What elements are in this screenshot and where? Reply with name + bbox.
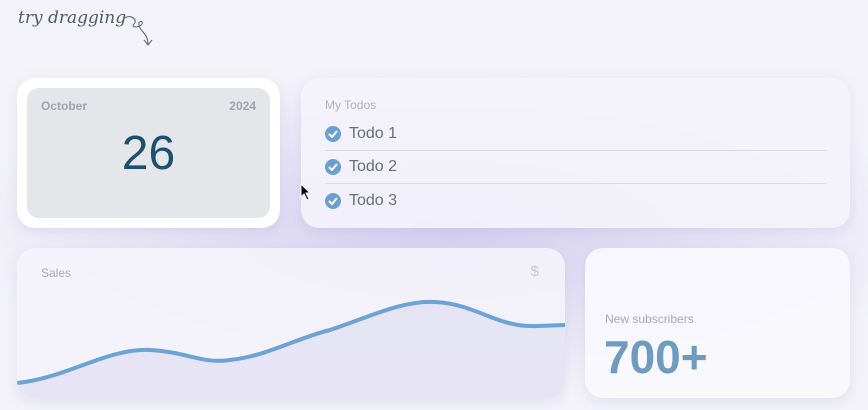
- calendar-year: 2024: [229, 99, 256, 113]
- todo-label: Todo 2: [349, 158, 398, 175]
- subscribers-value: 700+: [604, 331, 708, 383]
- calendar-day: 26: [121, 127, 176, 180]
- try-dragging-hint: try dragging: [18, 8, 127, 28]
- sales-widget[interactable]: Sales $: [17, 248, 565, 398]
- todos-widget[interactable]: My Todos Todo 1 Todo 2 Todo 3: [301, 78, 850, 228]
- todo-label: Todo 3: [349, 191, 398, 209]
- calendar-month: October: [41, 99, 88, 113]
- sales-line: [17, 299, 565, 385]
- check-circle-icon[interactable]: [325, 159, 341, 175]
- subscribers-widget[interactable]: New subscribers 700+: [585, 248, 850, 398]
- check-circle-icon[interactable]: [325, 126, 341, 142]
- check-circle-icon[interactable]: [325, 192, 341, 209]
- todos-title: My Todos: [325, 98, 377, 112]
- todo-item[interactable]: Todo 2: [325, 151, 826, 184]
- dollar-icon: $: [530, 263, 539, 280]
- todo-item[interactable]: Todo 3: [325, 184, 826, 217]
- sales-area: [17, 301, 565, 398]
- calendar-widget[interactable]: October 2024 26: [17, 78, 280, 228]
- mouse-cursor-icon: [300, 183, 312, 201]
- todo-label: Todo 1: [349, 125, 398, 142]
- sales-sparkline: [17, 299, 565, 398]
- todo-item[interactable]: Todo 1: [325, 118, 826, 151]
- curly-arrow-icon: [123, 16, 153, 46]
- sales-title: Sales: [41, 266, 72, 280]
- subscribers-title: New subscribers: [605, 312, 694, 326]
